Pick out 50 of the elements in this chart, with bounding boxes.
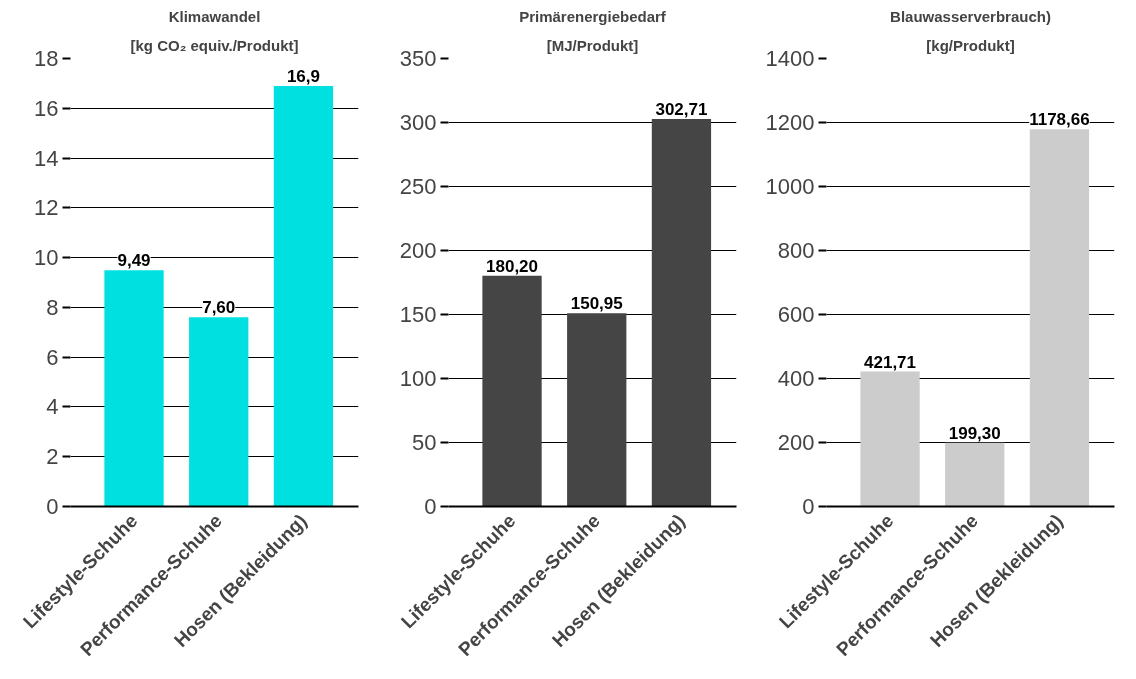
bar [945,442,1005,507]
bar [860,371,920,507]
y-tick-label: 0 [802,494,815,519]
bar [104,270,164,507]
y-tick-label: 200 [777,430,815,455]
y-tick-label: 1000 [765,174,815,199]
data-label: 9,49 [117,251,151,271]
y-tick-label: 50 [412,430,437,455]
data-label: 302,71 [655,100,708,120]
data-label: 150,95 [570,294,623,314]
y-tick-label: 14 [34,145,59,171]
y-tick-label: 150 [399,302,437,327]
y-tick-label: 2 [46,444,59,470]
y-tick-label: 0 [46,494,59,519]
y-tick-label: 0 [424,494,437,519]
bar [1029,129,1090,507]
y-tick-label: 100 [399,366,437,391]
data-label: 180,20 [486,256,539,276]
y-tick-label: 1200 [765,110,815,135]
chart-subtitle: [kg/Produkt] [926,36,1015,54]
bar [482,275,542,507]
chart-subtitle: [MJ/Produkt] [546,36,639,54]
y-tick-label: 350 [399,46,437,71]
chart-subtitle: [kg CO₂ equiv./Produkt] [130,36,299,54]
y-tick-label: 1400 [765,46,815,71]
chart-title: Primärenergiebedarf [519,7,667,25]
y-tick-label: 12 [34,195,59,221]
chart-title: Blauwasserverbrauch) [890,7,1051,25]
bar [651,119,712,507]
bar [189,317,249,507]
y-tick-label: 200 [399,238,437,263]
y-tick-label: 18 [34,46,59,71]
bar [273,85,334,507]
data-label: 1178,66 [1029,110,1090,130]
bar [567,313,627,507]
y-tick-label: 300 [399,110,437,135]
y-tick-label: 16 [34,95,59,121]
y-tick-label: 6 [46,344,59,370]
data-label: 16,9 [286,66,320,86]
y-tick-label: 10 [34,245,59,271]
y-tick-label: 800 [777,238,815,263]
y-tick-label: 250 [399,174,437,199]
chart-title: Klimawandel [168,7,261,25]
data-label: 421,71 [864,352,917,372]
y-tick-label: 4 [46,394,59,420]
data-label: 7,60 [202,298,236,318]
y-tick-label: 600 [777,302,815,327]
y-tick-label: 8 [46,294,59,320]
data-label: 199,30 [948,423,1001,443]
y-tick-label: 400 [777,366,815,391]
